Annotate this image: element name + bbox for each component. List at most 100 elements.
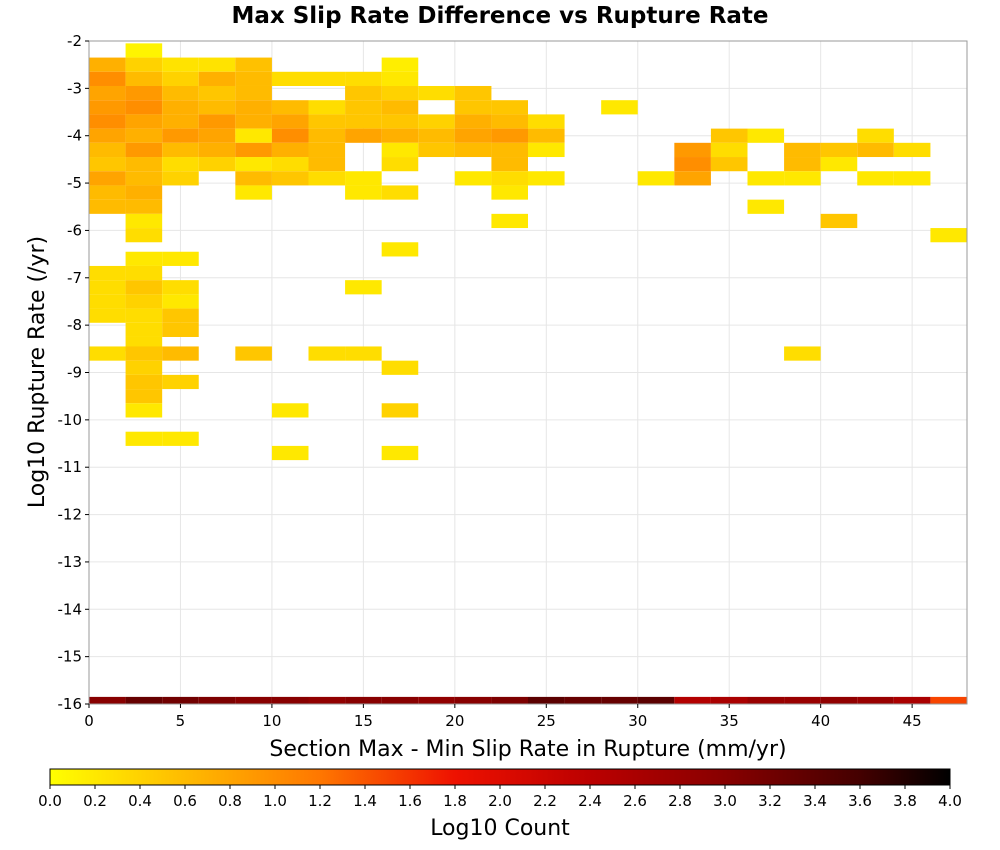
heatmap-cell [235,71,272,86]
y-tick-label: -4 [67,127,82,145]
heatmap-cell [125,71,163,86]
colorbar-tick-label: 0.0 [38,792,62,810]
heatmap-cell [125,114,163,129]
x-tick-label: 10 [262,712,281,730]
heatmap-cell [162,85,199,101]
heatmap-cell [345,71,382,86]
heatmap-cell [125,57,163,72]
heatmap-cell [381,114,419,129]
heatmap-cell [454,114,492,129]
heatmap-cell [930,228,967,243]
colorbar-tick-label: 0.4 [128,792,152,810]
heatmap-cell [235,57,272,72]
y-tick-label: -12 [58,506,83,524]
heatmap-cell [198,71,236,86]
heatmap-cell [162,251,199,266]
x-tick-label: 45 [903,712,922,730]
heatmap-cell [418,142,455,158]
heatmap-cell [271,142,309,158]
heatmap-cell [162,57,199,72]
heatmap-cell [674,696,711,704]
colorbar-tick-label: 2.6 [623,792,647,810]
colorbar-tick-label: 0.6 [173,792,197,810]
heatmap-cell [491,142,528,158]
heatmap-cell [125,213,163,229]
heatmap-cell [271,100,309,115]
heatmap-cell [528,171,565,186]
heatmap-cells [89,43,967,704]
heatmap-cell [89,57,126,72]
heatmap-cell [89,114,126,129]
heatmap-cell [345,696,382,704]
colorbar-tick-label: 1.2 [308,792,332,810]
heatmap-cell [345,185,382,200]
y-tick-label: -2 [67,32,82,50]
heatmap-cell [125,374,163,390]
heatmap-cell [89,346,126,361]
heatmap-cell [89,157,126,172]
heatmap-cell [491,185,528,200]
heatmap-cell [198,57,236,72]
heatmap-cell [89,696,126,704]
colorbar-tick-label: 2.4 [578,792,602,810]
heatmap-cell [235,185,272,200]
heatmap-cell [637,696,675,704]
y-tick-label: -10 [58,411,83,429]
heatmap-cell [271,445,309,461]
y-tick-label: -3 [67,79,82,97]
heatmap-cell [235,157,272,172]
heatmap-cell [308,171,346,186]
heatmap-cell [89,265,126,281]
x-tick-label: 35 [720,712,739,730]
heatmap-cell [893,696,931,704]
heatmap-cell [345,171,382,186]
heatmap-cell [308,100,346,115]
heatmap-cell [454,100,492,115]
heatmap-cell [601,696,638,704]
heatmap-cell [747,696,785,704]
heatmap-cell [125,431,163,446]
heatmap-cell [308,114,346,129]
heatmap-cell [454,142,492,158]
heatmap-cell [381,157,419,172]
heatmap-cell [235,128,272,143]
heatmap-cell [271,128,309,143]
heatmap-cell [198,100,236,115]
heatmap-cell [125,85,163,101]
heatmap-cell [454,85,492,101]
heatmap-cell [125,389,163,404]
colorbar-label: Log10 Count [430,816,570,841]
heatmap-cell [125,185,163,200]
heatmap-cell [89,294,126,309]
heatmap-cell [125,171,163,186]
heatmap-cell [893,171,931,186]
heatmap-cell [564,696,602,704]
heatmap-cell [381,142,419,158]
heatmap-cell [125,280,163,295]
heatmap-cell [418,114,455,129]
heatmap-cell [454,171,492,186]
heatmap-cell [710,696,748,704]
heatmap-cell [125,100,163,115]
heatmap-cell [857,171,894,186]
heatmap-cell [784,346,821,361]
heatmap-cell [89,142,126,158]
heatmap-cell [89,128,126,143]
heatmap-cell [271,403,309,418]
heatmap-cell [784,157,821,172]
heatmap-cell [198,114,236,129]
colorbar-tick-label: 3.4 [803,792,827,810]
heatmap-cell [784,171,821,186]
heatmap-cell [345,128,382,143]
heatmap-cell [162,696,199,704]
heatmap-cell [125,265,163,281]
heatmap-cell [198,142,236,158]
heatmap-cell [162,100,199,115]
heatmap-cell [271,71,309,86]
heatmap-cell [308,346,346,361]
heatmap-cell [491,100,528,115]
x-tick-label: 15 [354,712,373,730]
heatmap-cell [528,114,565,129]
heatmap-cell [381,696,419,704]
colorbar-tick-label: 1.8 [443,792,467,810]
